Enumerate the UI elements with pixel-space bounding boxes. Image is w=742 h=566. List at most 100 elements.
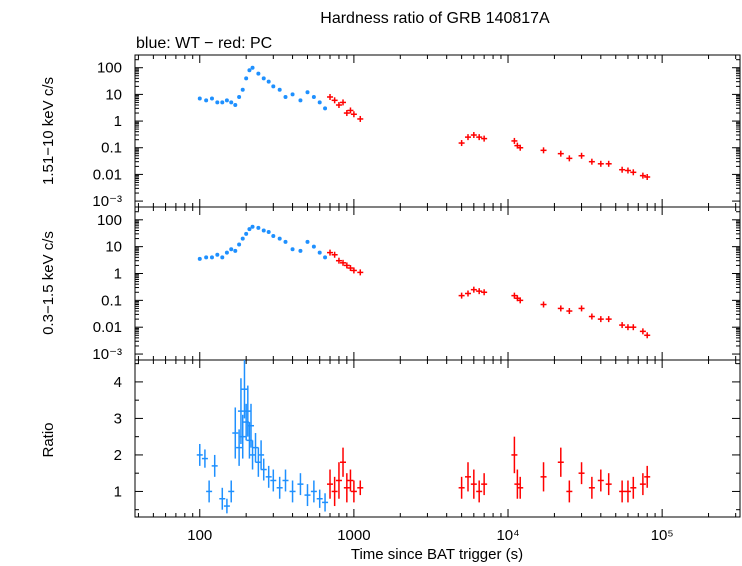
y-axis-label-middle: 0.3−1.5 keV c/s (40, 231, 57, 335)
y-tick-label: 1 (114, 483, 122, 500)
count-rate-point (204, 255, 209, 260)
ratio-point (316, 489, 323, 508)
ratio-point (644, 465, 651, 488)
count-rate-point (540, 301, 547, 308)
count-rate-point (247, 227, 252, 232)
ratio-point (228, 480, 235, 503)
count-rate-point (557, 150, 564, 157)
ratio-point (237, 378, 244, 444)
y-axis-label-bottom: Ratio (40, 422, 57, 457)
count-rate-point (237, 242, 242, 247)
count-rate-point (511, 137, 518, 144)
count-rate-point (290, 247, 295, 252)
data-point (283, 239, 288, 244)
count-rate-point (224, 98, 229, 103)
ratio-point (357, 480, 364, 496)
data-marks (196, 65, 651, 514)
ratio-point (624, 480, 631, 503)
ratio-point (196, 443, 203, 466)
axis-ticks (135, 54, 740, 517)
count-rate-point (261, 76, 266, 81)
ratio-point (289, 480, 296, 503)
count-rate-point (470, 132, 477, 139)
count-rate-point (557, 305, 564, 312)
panel-top-frame (134, 54, 741, 208)
data-point (266, 230, 271, 235)
data-point (247, 68, 252, 73)
count-rate-point (283, 239, 288, 244)
count-rate-point (517, 297, 524, 304)
ratio-point (630, 476, 637, 499)
count-rate-point (540, 147, 547, 154)
data-point (323, 255, 328, 260)
ratio-point (335, 462, 342, 499)
count-rate-point (357, 115, 364, 122)
data-point (283, 94, 288, 99)
data-point (209, 96, 214, 101)
ratio-point (350, 480, 357, 503)
count-rate-point (220, 100, 225, 105)
y-tick-label: 100 (97, 60, 122, 77)
count-rate-point (578, 305, 585, 312)
count-rate-point (197, 96, 202, 101)
ratio-point (270, 469, 277, 492)
ratio-point (239, 414, 246, 459)
count-rate-point (215, 100, 220, 105)
data-point (277, 236, 282, 241)
count-rate-point (244, 231, 249, 236)
tick-labels: 100 1000 10⁴ 10⁵ 100 10 1 0.1 0.01 10⁻³ 100 10 1 0.1 0… (92, 60, 673, 544)
ratio-point (211, 454, 218, 477)
count-rate-point (588, 313, 595, 320)
count-rate-point (331, 251, 338, 258)
count-rate-point (476, 134, 483, 141)
count-rate-point (630, 169, 637, 176)
panel-bottom-frame (134, 359, 741, 518)
ratio-point (310, 480, 317, 503)
data-point (197, 256, 202, 261)
count-rate-point (350, 111, 357, 118)
count-rate-point (224, 250, 229, 255)
ratio-point (578, 462, 585, 485)
count-rate-point (588, 158, 595, 165)
count-rate-point (347, 107, 354, 114)
ratio-point (476, 480, 483, 503)
y-tick-label: 10 (105, 86, 122, 103)
ratio-point (249, 440, 256, 470)
count-rate-point (335, 257, 342, 264)
count-rate-point (481, 289, 488, 296)
data-point (266, 79, 271, 84)
count-rate-point (327, 249, 334, 256)
count-rate-point (233, 248, 238, 253)
count-rate-point (261, 228, 266, 233)
count-rate-point (250, 65, 255, 70)
count-rate-point (347, 265, 354, 272)
count-rate-point (605, 316, 612, 323)
x-tick-label: 10⁵ (651, 527, 674, 544)
data-point (240, 236, 245, 241)
x-tick-label: 10⁴ (496, 527, 519, 544)
data-point (224, 98, 229, 103)
count-rate-point (465, 134, 472, 141)
count-rate-point (619, 322, 626, 329)
ratio-point (619, 480, 626, 503)
y-tick-label: 1 (114, 113, 122, 130)
count-rate-point (566, 155, 573, 162)
count-rate-point (215, 252, 220, 257)
data-point (317, 100, 322, 105)
count-rate-point (327, 93, 334, 100)
count-rate-point (517, 144, 524, 151)
data-point (220, 255, 225, 260)
data-point (261, 228, 266, 233)
count-rate-point (639, 172, 646, 179)
count-rate-point (250, 224, 255, 229)
data-point (290, 247, 295, 252)
y-tick-label: 4 (114, 374, 122, 391)
ratio-point (252, 433, 259, 463)
count-rate-point (639, 328, 646, 335)
ratio-point (639, 473, 646, 496)
data-point (244, 76, 249, 81)
y-tick-label: 0.1 (101, 292, 122, 309)
data-point (237, 242, 242, 247)
count-rate-point (247, 68, 252, 73)
ratio-point (201, 449, 208, 468)
